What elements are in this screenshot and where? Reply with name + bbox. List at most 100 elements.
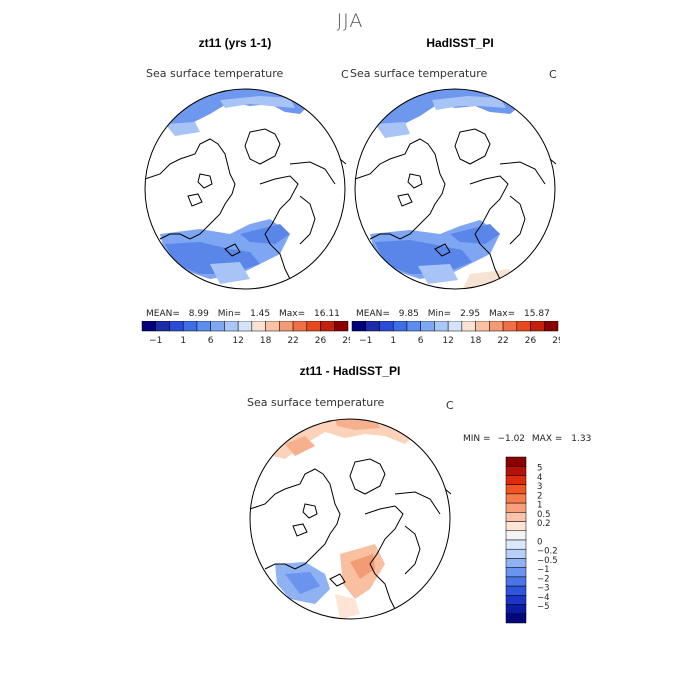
polar-map-diff (249, 418, 452, 620)
stats-max-value: 16.11 (314, 309, 340, 319)
polar-map-obs (354, 88, 557, 290)
colorbar-swatch (505, 585, 527, 596)
colorbar-swatch (237, 321, 253, 332)
colorbar-swatch (505, 475, 527, 485)
colorbar-swatch (461, 321, 476, 332)
colorbar-tick-label: 22 (287, 336, 298, 346)
colorbar-swatch (292, 321, 308, 332)
colorbar-tick-label: 1 (390, 336, 396, 346)
colorbar-swatch (447, 321, 463, 332)
colorbar-tick-label: 12 (232, 336, 243, 346)
colorbar-tick-label: −1 (359, 336, 372, 346)
colorbar-tick-label: 18 (470, 336, 482, 346)
colorbar-swatch (489, 321, 504, 332)
colorbar-tick-label: 22 (497, 336, 508, 346)
colorbar-tick-label: −0.2 (537, 547, 558, 557)
colorbar-tick-label: 3 (537, 482, 542, 492)
stats-min-value: 2.95 (460, 309, 481, 319)
panel-stats-diff: MIN = −1.02 MAX = 1.33 (463, 434, 603, 444)
colorbar-tick-label: −4 (537, 593, 550, 603)
colorbar-swatch (505, 613, 527, 624)
stats-max-value: 1.33 (571, 434, 592, 444)
colorbar-swatch (365, 321, 380, 332)
colorbar-swatch (334, 321, 349, 332)
panel-subtitle-obs: Sea surface temperature (350, 67, 488, 80)
colorbar-swatch (251, 321, 266, 332)
panel-title-obs: HadISST_PI (426, 36, 494, 50)
panel-stats-model: MEAN= 8.99 Min= 1.45 Max= 16.11 (146, 309, 340, 319)
colorbar-tick-label: −1 (537, 565, 550, 575)
panel-subtitle-model: Sea surface temperature (146, 67, 284, 80)
panel-subtitle-diff: Sea surface temperature (247, 396, 385, 409)
colorbar-swatch (505, 465, 527, 476)
colorbar-tick-label: 18 (260, 336, 272, 346)
colorbar-swatch (320, 321, 335, 332)
colorbar-swatch (420, 321, 435, 332)
panel-units-model: C (341, 68, 349, 81)
panel-units-diff: C (446, 399, 454, 412)
colorbar-swatch (306, 321, 321, 332)
stats-max-label: Max= (279, 309, 306, 319)
colorbar-swatch (196, 321, 211, 332)
stats-min-value: −1.02 (497, 434, 526, 444)
colorbar-tick-label: 0.5 (537, 510, 551, 520)
colorbar-swatch (505, 604, 527, 615)
polar-map-model (144, 88, 347, 290)
colorbar-tick-label: 1 (180, 336, 186, 346)
colorbar-swatch (505, 567, 527, 578)
colorbar-swatch (505, 530, 527, 541)
panel-stats-obs: MEAN= 9.85 Min= 2.95 Max= 15.87 (356, 309, 556, 319)
colorbar-swatch (505, 548, 527, 559)
stats-min-value: 1.45 (250, 309, 271, 319)
colorbar-swatch (505, 558, 527, 568)
colorbar-swatch (434, 321, 449, 332)
colorbar-swatch (351, 321, 366, 332)
colorbar-swatch (505, 539, 527, 550)
panel-units-obs: C (549, 68, 557, 81)
colorbar-tick-label: −0.5 (537, 556, 558, 566)
colorbar-swatch (505, 456, 527, 467)
colorbar-swatch (544, 321, 559, 332)
colorbar-tick-label: −1 (149, 336, 162, 346)
colorbar-tick-label: −5 (537, 602, 550, 612)
colorbar-swatch (505, 595, 527, 605)
panel-title-model: zt11 (yrs 1-1) (198, 36, 272, 50)
colorbar-swatch (224, 321, 239, 332)
colorbar-swatch (505, 512, 527, 522)
colorbar-swatch (505, 493, 527, 504)
colorbar-swatch (530, 321, 545, 332)
colorbar-tick-label: 5 (537, 464, 542, 474)
colorbar-tick-label: 29 (552, 336, 560, 346)
colorbar-swatch (169, 321, 184, 332)
stats-max-value: 15.87 (524, 309, 550, 319)
stats-min-label: Min= (427, 309, 452, 319)
stats-mean-label: MEAN= (356, 309, 390, 319)
colorbar-swatch (210, 321, 225, 332)
stats-mean-value: 9.85 (398, 309, 419, 319)
stats-max-label: Max= (489, 309, 516, 319)
colorbar-swatch (505, 576, 527, 587)
colorbar-tick-label: −3 (537, 584, 550, 594)
colorbar-swatch (392, 321, 408, 332)
colorbar-swatch (182, 321, 198, 332)
figure-title: JJA (336, 10, 364, 32)
stats-min-label: Min= (217, 309, 242, 319)
stats-mean-value: 8.99 (188, 309, 209, 319)
colorbar-swatch (379, 321, 394, 332)
colorbar-obs: −1 1 6 12 18 22 26 29 (351, 321, 560, 346)
colorbar-tick-label: 26 (525, 336, 537, 346)
colorbar-tick-label: 4 (537, 473, 542, 483)
stats-min-label: MIN = (463, 434, 491, 444)
colorbar-tick-label: 0 (537, 538, 542, 548)
colorbar-swatch (265, 321, 280, 332)
stats-mean-label: MEAN= (146, 309, 180, 319)
stats-max-label: MAX = (531, 434, 563, 444)
colorbar-swatch (475, 321, 490, 332)
colorbar-model: −1 1 6 12 18 22 26 29 (141, 321, 350, 346)
colorbar-tick-label: 6 (418, 336, 424, 346)
colorbar-tick-label: 29 (342, 336, 350, 346)
colorbar-tick-label: 12 (442, 336, 453, 346)
colorbar-tick-label: −2 (537, 574, 550, 584)
colorbar-swatch (505, 502, 527, 513)
